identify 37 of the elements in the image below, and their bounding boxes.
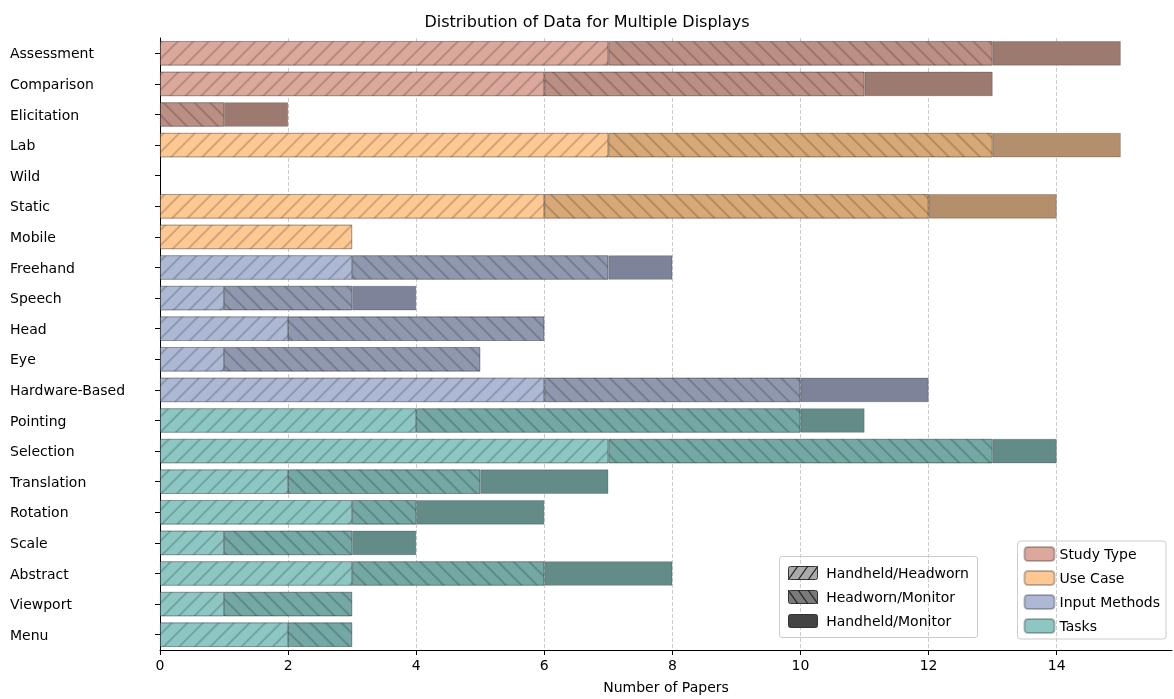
legend-label: Input Methods [1059,594,1161,610]
y-tick-label: Speech [10,290,62,307]
text: Headworn/Monitor [826,589,956,605]
y-tick-label: Freehand [10,259,75,276]
x-tick-label: 8 [667,657,677,673]
text: Handheld/Headworn [826,565,969,581]
text: Handheld/Monitor [826,613,952,629]
y-tick-label: Head [10,320,47,337]
y-tick-label: Selection [10,443,75,460]
y-tick-label: Eye [10,351,36,368]
y-tick-label: Menu [10,626,49,643]
x-tick-label: 0 [155,657,165,673]
y-tick-label: Comparison [10,75,94,92]
y-tick-label: Static [10,198,51,215]
y-tick-label: Abstract [10,565,70,582]
y-tick-label: Lab [10,137,36,154]
y-tick-label: Pointing [10,412,67,429]
x-tick-label: 4 [411,657,421,673]
y-tick-label: Rotation [10,504,69,521]
legend-label: Study Type [1059,546,1137,562]
y-tick-label: Viewport [10,596,73,613]
x-tick-label: 12 [919,657,938,673]
x-tick-label: 14 [1047,657,1066,673]
chart-title: Distribution of Data for Multiple Displays [424,11,750,31]
y-tick-label: Elicitation [10,106,80,123]
legend-label: Tasks [1058,618,1098,634]
x-axis-title: Number of Papers [603,679,729,695]
x-tick-label: 2 [283,657,293,673]
legend-label: Use Case [1059,570,1125,586]
x-tick-label: 6 [539,657,549,673]
y-tick-label: Hardware-Based [10,381,126,398]
y-tick-label: Scale [10,534,48,551]
y-tick-label: Mobile [10,228,56,245]
y-tick-label: Translation [9,473,87,490]
x-tick-label: 10 [791,657,810,673]
y-tick-label: Assessment [10,45,95,62]
y-tick-label: Wild [10,167,41,184]
